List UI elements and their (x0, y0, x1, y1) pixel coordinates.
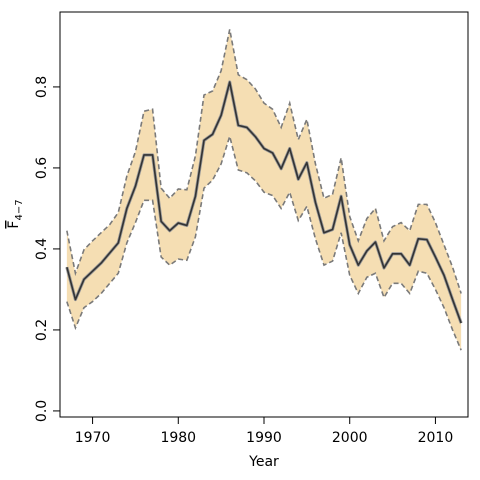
y-tick-label: 0.8 (34, 76, 50, 98)
x-tick-label: 1990 (246, 430, 282, 446)
x-tick-label: 2000 (332, 430, 368, 446)
y-tick-label: 0.2 (34, 319, 50, 341)
confidence-band (66, 29, 462, 351)
line-layer (65, 29, 463, 351)
y-tick-label: 0.0 (34, 400, 50, 422)
x-tick-label: 1980 (160, 430, 196, 446)
lower-bound-line (66, 133, 462, 351)
y-tick-label: 0.6 (34, 157, 50, 179)
y-axis-title: F4−7 (6, 199, 25, 228)
x-axis: 1970 1980 1990 2000 2010 (75, 417, 453, 446)
y-axis-title-sub: 4−7 (14, 199, 25, 220)
y-axis-title-main: F (6, 221, 22, 229)
band-layer (66, 29, 462, 351)
y-axis: 0.0 0.2 0.4 0.6 0.8 (34, 76, 60, 422)
svg-text:F4−7: F4−7 (6, 199, 25, 228)
upper-bound-line (66, 29, 462, 294)
x-axis-title: Year (248, 454, 279, 470)
x-tick-label: 1970 (75, 430, 111, 446)
estimate-line (66, 81, 462, 324)
x-tick-label: 2010 (418, 430, 454, 446)
y-tick-label: 0.4 (34, 238, 50, 260)
